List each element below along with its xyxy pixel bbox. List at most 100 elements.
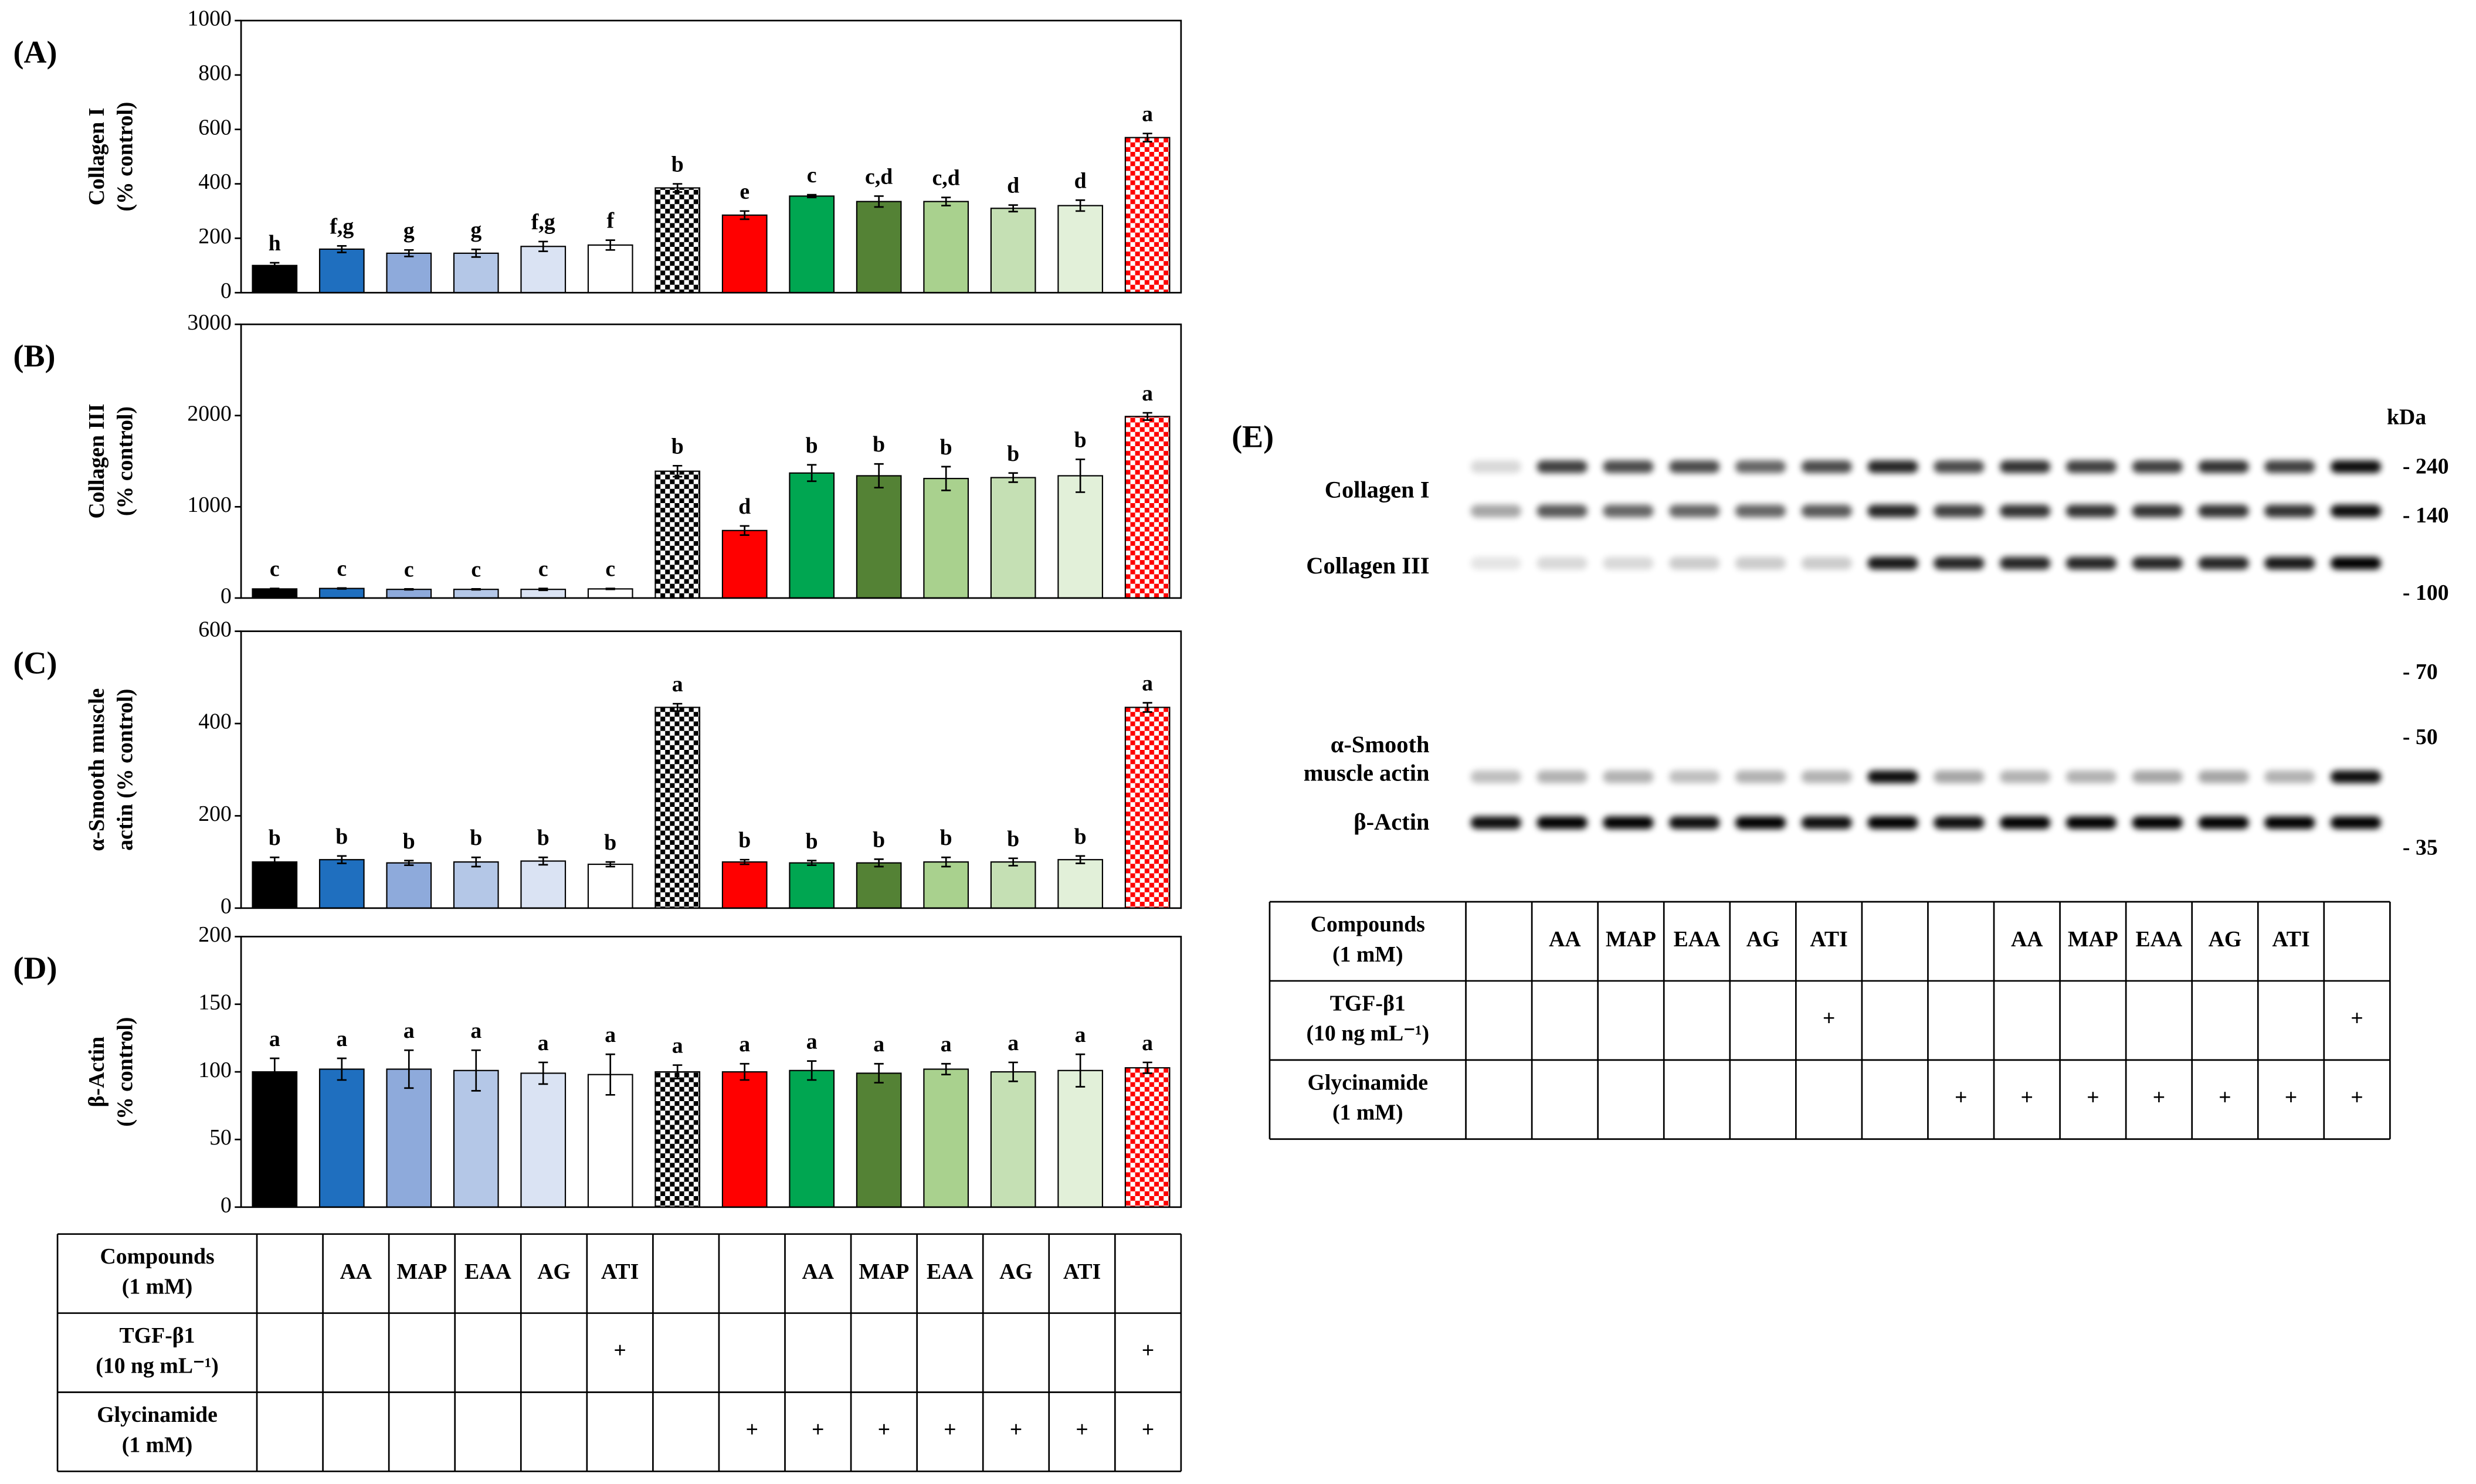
blot-band [1867, 460, 1918, 473]
bar [453, 861, 499, 909]
significance-letter: c,d [865, 164, 893, 189]
error-bar [270, 262, 280, 269]
y-axis-label: (% control) [113, 102, 137, 212]
significance-letter: c [538, 557, 548, 582]
error-bar [337, 855, 347, 864]
blot-band [1999, 460, 2051, 473]
bar [1124, 137, 1171, 294]
bar [252, 861, 298, 909]
cell: + [2350, 1006, 2363, 1031]
blot-band [2198, 460, 2249, 473]
row-label: Compounds [100, 1244, 214, 1269]
cell: MAP [859, 1259, 909, 1284]
bar [318, 248, 365, 294]
significance-letter: a [672, 1034, 683, 1058]
significance-letter: c [605, 557, 615, 582]
y-tick-label: 150 [198, 990, 232, 1014]
error-bar [1076, 459, 1086, 493]
bar [386, 862, 432, 909]
row-label: (1 mM) [122, 1432, 193, 1457]
cell: AG [1746, 927, 1780, 952]
y-tick-label: 400 [198, 169, 232, 194]
blot-band [1470, 816, 1521, 829]
error-bar [874, 858, 884, 868]
blot-band [1735, 504, 1786, 518]
error-bar [337, 245, 347, 253]
blot-band [1537, 816, 1588, 829]
blot-band [1470, 460, 1521, 473]
error-bar [1008, 1061, 1018, 1082]
significance-letter: a [873, 1032, 884, 1057]
significance-letter: d [1074, 168, 1087, 193]
cell: ATI [2272, 927, 2309, 952]
y-axis-label: Collagen III [84, 403, 109, 518]
significance-letter: b [1007, 442, 1019, 466]
cell: EAA [1674, 927, 1721, 952]
error-bar [538, 1061, 548, 1085]
cell: ATI [1063, 1259, 1101, 1284]
y-axis-label: β-Actin [84, 1037, 109, 1108]
error-bar [941, 196, 951, 207]
error-bar [605, 239, 615, 251]
bar [520, 246, 567, 294]
cell: AG [537, 1259, 571, 1284]
row-label: (10 ng mL⁻¹) [96, 1353, 219, 1378]
blot-band [1669, 816, 1720, 829]
bar [520, 1072, 567, 1208]
marker-label: - 70 [2403, 660, 2438, 684]
cell: + [2153, 1085, 2166, 1110]
blot-band [1669, 504, 1720, 518]
error-bar [471, 588, 481, 591]
significance-letter: f,g [330, 214, 354, 239]
cell: ATI [601, 1259, 639, 1284]
y-tick-label: 3000 [187, 310, 232, 335]
significance-letter: b [873, 827, 885, 852]
blot-band [2264, 460, 2315, 473]
cell: EAA [2136, 927, 2183, 952]
significance-letter: b [1007, 827, 1019, 851]
cell: ATI [1810, 927, 1847, 952]
significance-letter: e [740, 179, 749, 204]
blot-band [1867, 816, 1918, 829]
cell: + [1076, 1418, 1088, 1442]
error-bar [673, 464, 683, 478]
row-label: Glycinamide [97, 1403, 218, 1427]
bar [1057, 475, 1103, 599]
significance-letter: b [335, 824, 348, 849]
significance-letter: d [1007, 174, 1019, 198]
blot-band [2330, 556, 2382, 570]
row-label: (1 mM) [1332, 942, 1403, 967]
error-bar [337, 587, 347, 590]
significance-letter: b [806, 829, 818, 854]
error-bar [740, 1062, 749, 1081]
blot-band [1669, 556, 1720, 570]
significance-letter: b [1074, 824, 1087, 849]
error-bar [404, 860, 414, 866]
significance-letter: a [739, 1032, 750, 1057]
bar [318, 588, 365, 599]
y-tick-label: 800 [198, 61, 232, 86]
significance-letter: b [873, 432, 885, 457]
unit-label: kDa [2387, 405, 2426, 430]
significance-letter: a [941, 1032, 952, 1057]
bar [990, 208, 1036, 294]
marker-label: - 50 [2403, 725, 2438, 749]
cell: + [2087, 1085, 2099, 1110]
blot-band [1934, 816, 1985, 829]
bar [856, 201, 902, 294]
cell: + [1142, 1339, 1155, 1363]
cell: MAP [2068, 927, 2118, 952]
bar [721, 861, 768, 909]
bar [1124, 416, 1171, 599]
error-bar [471, 856, 481, 868]
panel-label: (A) [13, 35, 57, 70]
blot-band [2330, 770, 2382, 783]
significance-letter: a [672, 672, 683, 697]
blot-band [1934, 770, 1985, 783]
error-bar [807, 1060, 817, 1081]
significance-letter: b [269, 826, 281, 850]
bar [721, 1071, 768, 1208]
blot-band [1735, 770, 1786, 783]
error-bar [941, 466, 951, 491]
